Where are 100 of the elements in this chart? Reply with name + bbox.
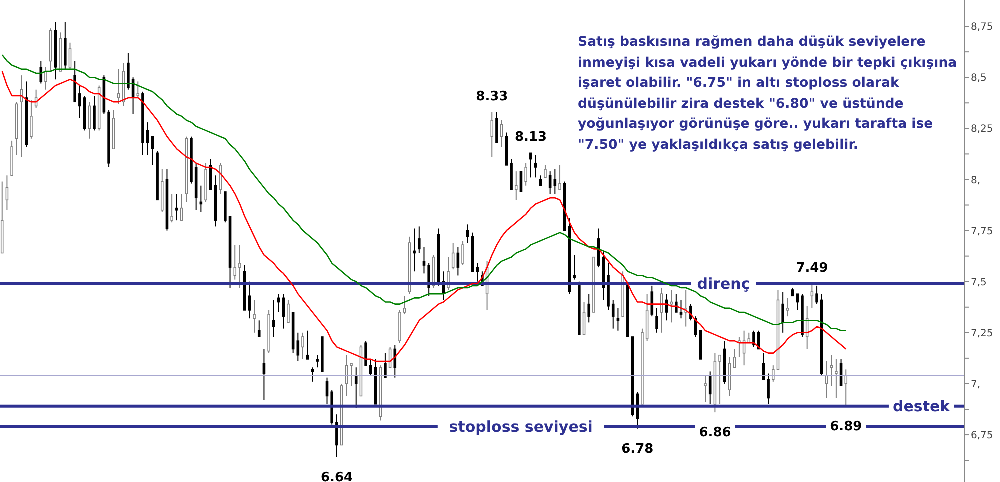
candlestick bbox=[350, 363, 353, 387]
candlestick bbox=[844, 369, 848, 407]
candlestick bbox=[44, 66, 48, 90]
candlestick bbox=[176, 194, 178, 222]
candlestick bbox=[690, 304, 692, 322]
candlestick bbox=[704, 375, 707, 403]
annotation: 6.86 bbox=[699, 426, 732, 441]
annotation: 8.33 bbox=[476, 89, 508, 104]
candlestick bbox=[316, 354, 319, 368]
candlestick bbox=[490, 112, 494, 158]
candlestick bbox=[296, 332, 300, 362]
y-tick-label: 8,5 bbox=[971, 73, 987, 84]
candlestick bbox=[500, 120, 504, 148]
ref-line-label: destek bbox=[892, 397, 952, 416]
candlestick bbox=[539, 175, 542, 186]
candlestick bbox=[234, 244, 237, 280]
candlestick bbox=[272, 300, 276, 338]
candlestick bbox=[514, 171, 518, 201]
candlestick bbox=[306, 330, 310, 360]
candlestick bbox=[418, 226, 421, 254]
annotation: 7.49 bbox=[796, 260, 828, 276]
candlestick bbox=[733, 348, 736, 368]
annotation: Satış baskısına rağmen daha düşük seviyelere inmeyişi kısa vadeli yukarı yönde bir tepki çıkışına işaret olabilir. "6.75" in altı stoploss olarak düşünülebilir zira destek "6.80" ve üstünde yoğunlaşıyor görünüşe göre.. yukarı tarafta ise "7.50" ye yaklaşıldıkça satış gelebilir. bbox=[578, 34, 958, 154]
ref-line-label: direnç bbox=[697, 274, 750, 293]
candlestick bbox=[530, 152, 532, 178]
candlestick bbox=[78, 85, 82, 119]
candlestick bbox=[612, 300, 615, 330]
candlestick bbox=[680, 300, 683, 320]
candlestick bbox=[675, 294, 678, 313]
candlestick bbox=[287, 300, 290, 324]
candlestick bbox=[258, 320, 261, 338]
candlestick bbox=[68, 42, 72, 70]
candlestick bbox=[767, 373, 770, 405]
candlestick bbox=[302, 332, 304, 360]
candlestick bbox=[146, 122, 150, 156]
candlestick bbox=[151, 136, 154, 166]
candlestick bbox=[752, 330, 756, 348]
candlestick bbox=[180, 194, 184, 222]
y-tick-label: 6,75 bbox=[971, 430, 994, 442]
candlestick bbox=[670, 290, 673, 324]
y-tick-label: 7,5 bbox=[971, 277, 987, 288]
candlestick bbox=[573, 254, 576, 280]
annotation: 6.89 bbox=[830, 419, 862, 434]
annotation: 6.64 bbox=[320, 470, 354, 482]
candlestick bbox=[422, 246, 426, 274]
candlestick bbox=[830, 354, 833, 387]
candlestick bbox=[326, 377, 329, 405]
candlestick bbox=[452, 242, 455, 270]
candlestick bbox=[456, 246, 460, 276]
candlestick bbox=[336, 414, 338, 458]
y-tick-label: 7,25 bbox=[971, 328, 994, 340]
candlestick bbox=[447, 256, 450, 291]
candlestick bbox=[660, 287, 664, 334]
candlestick bbox=[782, 292, 784, 334]
candlestick bbox=[282, 294, 286, 330]
candlestick bbox=[354, 367, 358, 409]
candlestick bbox=[384, 352, 387, 378]
candlestick bbox=[554, 169, 557, 195]
candlestick bbox=[786, 298, 790, 318]
candlestick bbox=[248, 281, 252, 320]
candlestick bbox=[253, 300, 256, 334]
candlestick bbox=[718, 354, 722, 405]
candlestick bbox=[370, 358, 372, 376]
candlestick bbox=[656, 308, 658, 334]
candlestick bbox=[238, 244, 242, 288]
candlestick bbox=[413, 228, 416, 272]
candlestick bbox=[772, 365, 775, 382]
annotation: 6.78 bbox=[622, 442, 654, 457]
candlestick bbox=[136, 81, 140, 99]
candlestick bbox=[466, 224, 470, 244]
candlestick bbox=[394, 344, 397, 378]
candlestick bbox=[93, 95, 96, 132]
candlestick bbox=[476, 262, 479, 282]
y-tick-label: 8,25 bbox=[971, 124, 994, 136]
candlestick bbox=[835, 358, 838, 399]
candlestick bbox=[588, 294, 591, 324]
candlestick bbox=[810, 283, 814, 309]
candlestick bbox=[428, 262, 430, 297]
candlestick bbox=[558, 164, 562, 190]
candlestick bbox=[582, 302, 586, 336]
candlestick bbox=[30, 100, 33, 140]
ref-line-label: stoploss seviyesi bbox=[449, 418, 593, 436]
candlestick bbox=[548, 171, 552, 195]
candlestick bbox=[6, 175, 9, 211]
candlestick bbox=[616, 308, 620, 332]
candlestick bbox=[816, 285, 818, 305]
candlestick bbox=[262, 348, 266, 401]
candlestick bbox=[524, 162, 528, 186]
candlestick bbox=[88, 102, 92, 140]
y-tick-label: 7, bbox=[971, 380, 981, 391]
candlestick bbox=[534, 154, 538, 178]
y-tick-label: 7,75 bbox=[971, 226, 994, 238]
candlestick bbox=[117, 68, 120, 105]
y-tick-label: 8,75 bbox=[971, 22, 994, 34]
candlestick bbox=[796, 294, 800, 311]
candlestick bbox=[403, 296, 406, 316]
candlestick bbox=[462, 240, 464, 266]
candlestick bbox=[520, 171, 523, 192]
candlestick bbox=[544, 164, 547, 178]
candlestick bbox=[170, 194, 174, 224]
